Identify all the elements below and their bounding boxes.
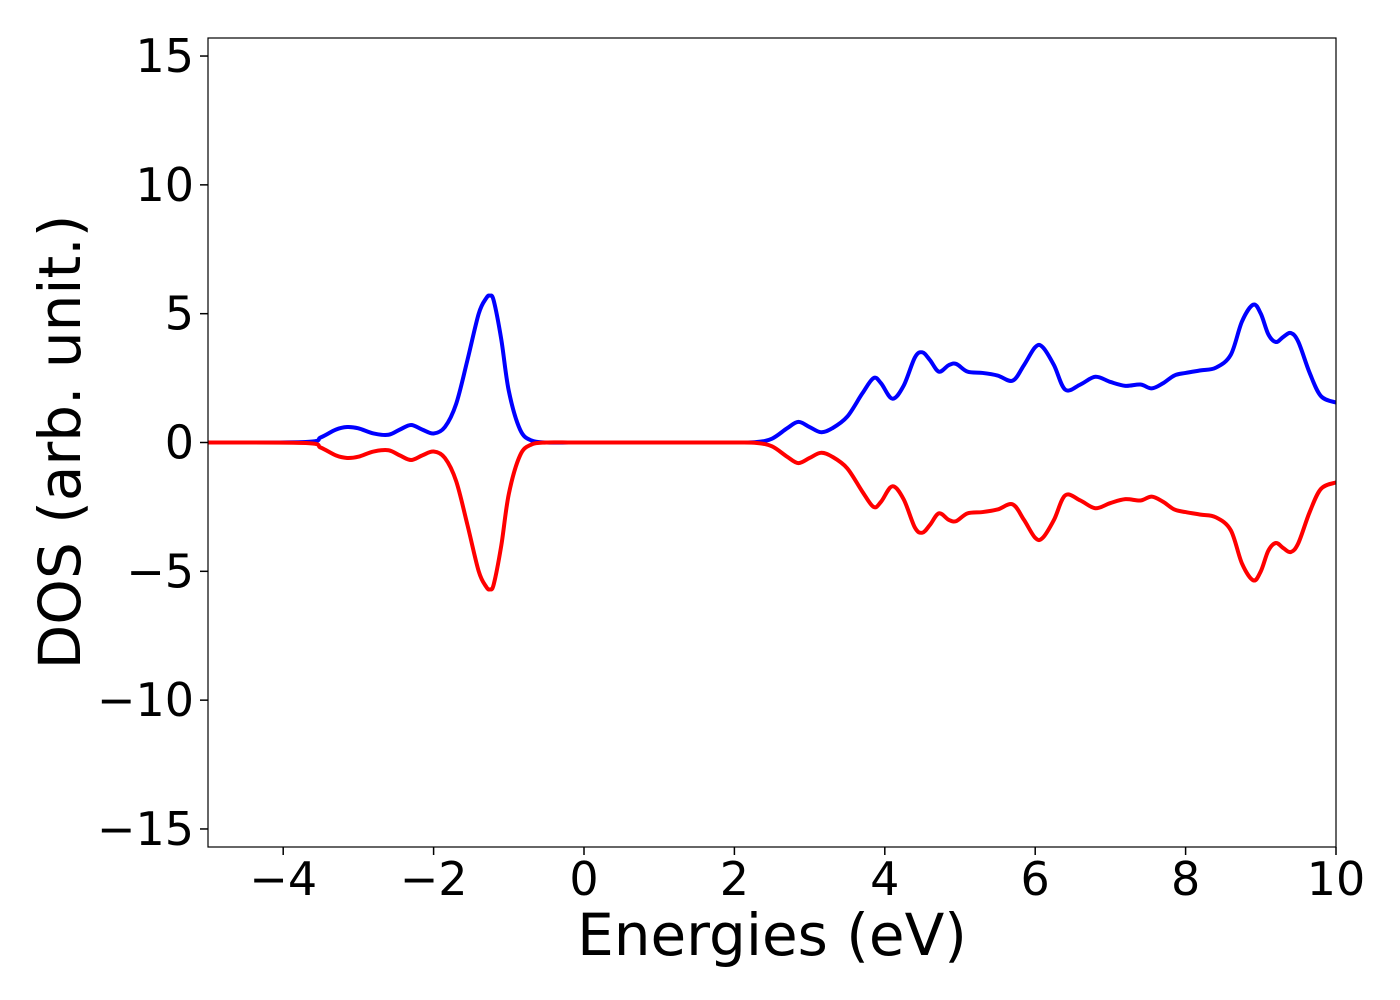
x-tick-label: −4 — [249, 852, 317, 906]
y-tick-label: 5 — [165, 287, 194, 341]
x-tick-label: 4 — [870, 852, 899, 906]
x-tick-label: 0 — [569, 852, 598, 906]
x-tick-label: −2 — [400, 852, 468, 906]
y-axis: −15 −10 −5 0 5 10 15 — [97, 29, 208, 856]
y-tick-label: 0 — [165, 416, 194, 470]
y-tick-label: 10 — [135, 158, 194, 212]
y-axis-label: DOS (arb. unit.) — [26, 215, 94, 670]
x-tick-label: 2 — [720, 852, 749, 906]
series-line-2 — [208, 440, 1336, 592]
y-tick-label: −15 — [97, 802, 194, 856]
y-tick-label: −10 — [97, 673, 194, 727]
series-line-1 — [208, 293, 1336, 445]
y-tick-label: 15 — [135, 29, 194, 83]
x-axis-label: Energies (eV) — [577, 901, 967, 969]
x-tick-label: 10 — [1307, 852, 1366, 906]
x-tick-label: 8 — [1171, 852, 1200, 906]
series-layer — [208, 293, 1336, 592]
y-tick-label: −5 — [126, 544, 194, 598]
x-tick-label: 6 — [1021, 852, 1050, 906]
x-axis: −4 −2 0 2 4 6 8 10 — [249, 847, 1365, 906]
